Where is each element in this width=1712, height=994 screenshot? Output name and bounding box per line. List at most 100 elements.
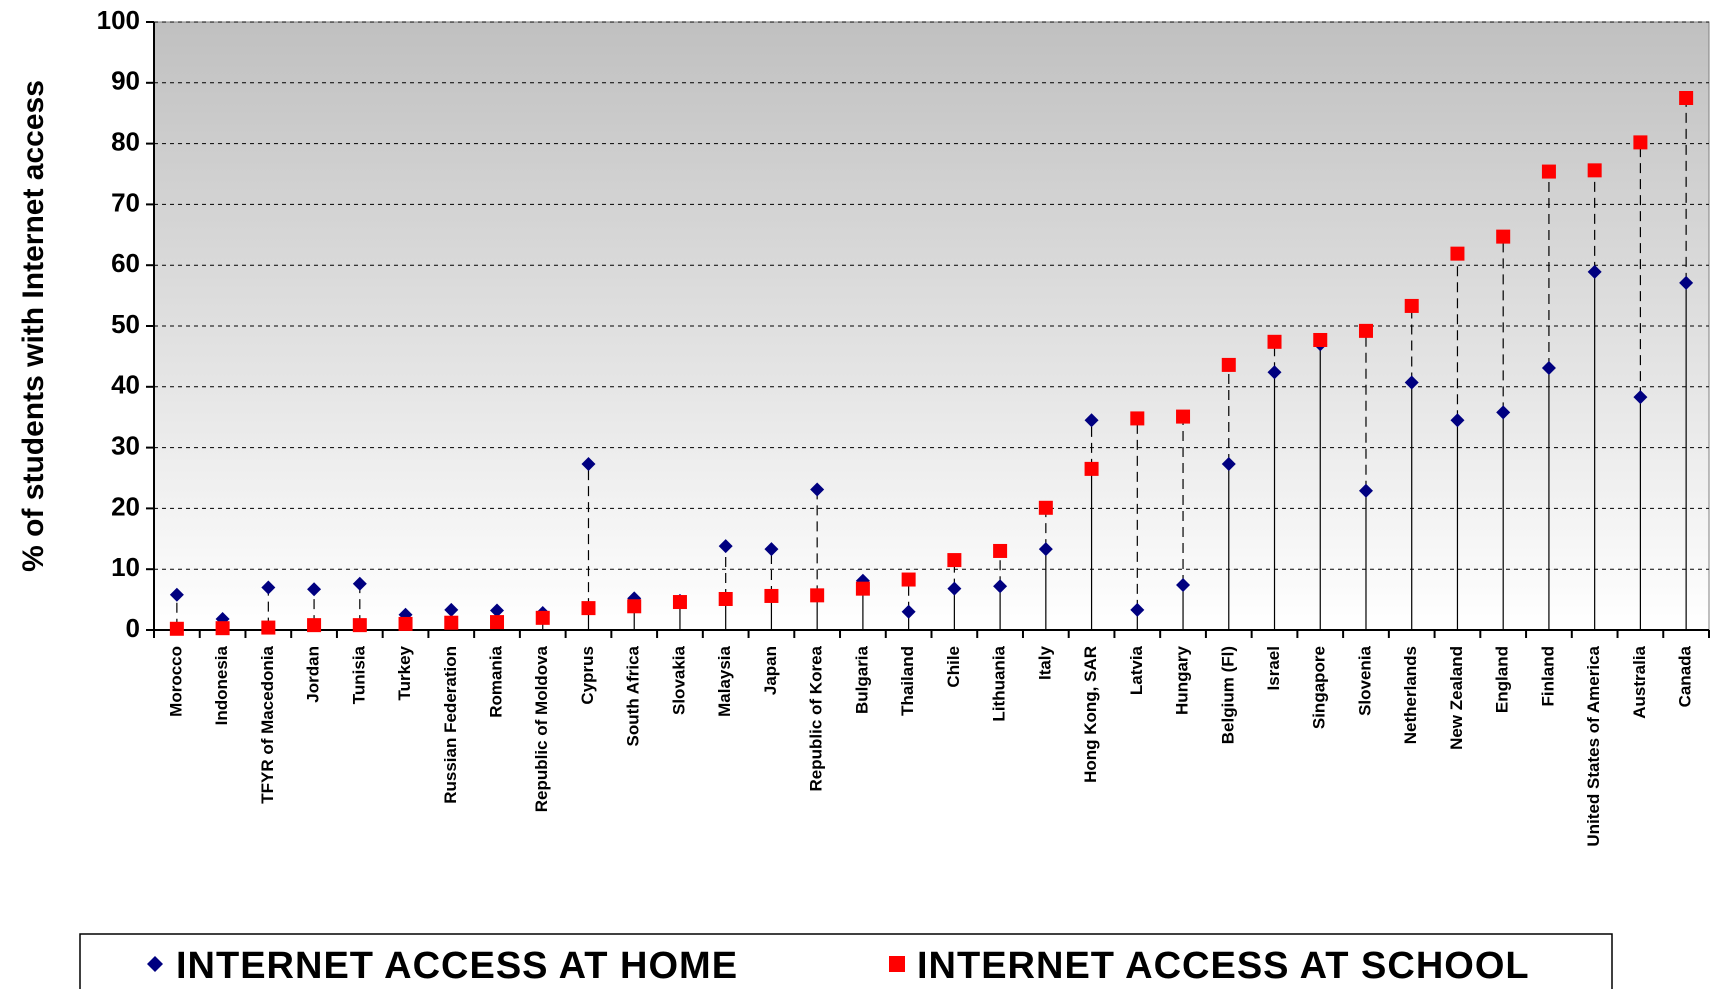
x-tick-label: Singapore [1310, 646, 1329, 729]
x-tick-label: Bulgaria [852, 645, 871, 714]
school-point [947, 553, 962, 568]
x-tick-label: Slovenia [1355, 645, 1374, 715]
x-tick-label: Belgium (Fl) [1218, 646, 1237, 744]
home-point [1404, 375, 1419, 390]
school-point [855, 581, 870, 596]
school-point [1496, 229, 1511, 244]
y-tick-label: 60 [111, 248, 140, 278]
x-tick-label: Turkey [395, 645, 414, 700]
legend-school-label: INTERNET ACCESS AT SCHOOL [917, 945, 1530, 987]
home-point [1038, 542, 1053, 557]
school-point [1404, 298, 1419, 313]
x-tick-label: Chile [944, 646, 963, 688]
x-tick-label: Canada [1676, 645, 1695, 707]
legend-home-label: INTERNET ACCESS AT HOME [176, 945, 738, 987]
x-tick-label: Lithuania [990, 645, 1009, 721]
legend-box [79, 933, 1613, 994]
school-point [1587, 163, 1602, 178]
home-point [1496, 405, 1511, 420]
y-tick-label: 0 [126, 613, 140, 643]
home-point [764, 542, 779, 557]
school-point [901, 572, 916, 587]
x-tick-label: Japan [761, 646, 780, 695]
x-tick-label: Italy [1035, 645, 1054, 680]
x-tick-label: Hungary [1173, 645, 1192, 715]
school-point [1313, 332, 1328, 347]
school-point [1541, 164, 1556, 179]
school-point [764, 588, 779, 603]
home-point [1633, 390, 1648, 405]
y-tick-label: 30 [111, 430, 140, 460]
y-tick-label: 10 [111, 552, 140, 582]
school-point [1221, 357, 1236, 372]
home-point [1267, 365, 1282, 380]
home-point [810, 482, 825, 497]
home-point [1541, 360, 1556, 375]
x-tick-label: Israel [1264, 646, 1283, 690]
school-point [1176, 409, 1191, 424]
home-point [993, 579, 1008, 594]
home-point [718, 539, 733, 554]
school-point [398, 616, 413, 631]
y-axis-label: % of students with Internet access [17, 80, 50, 572]
home-point [1679, 275, 1694, 290]
school-point [718, 591, 733, 606]
home-point [169, 587, 184, 602]
x-tick-label: TFYR of Macedonia [258, 645, 277, 803]
legend: INTERNET ACCESS AT HOME INTERNET ACCESS … [79, 933, 1613, 994]
home-point [261, 580, 276, 595]
x-tick-label: Latvia [1127, 645, 1146, 695]
school-point [810, 588, 825, 603]
x-tick-label: Malaysia [715, 645, 734, 716]
x-tick-label: Tunisia [349, 645, 368, 704]
y-tick-label: 40 [111, 370, 140, 400]
home-point [444, 602, 459, 617]
school-point [490, 615, 505, 630]
x-tick-label: Indonesia [212, 645, 231, 725]
school-point [1679, 91, 1694, 105]
school-point [1450, 246, 1465, 261]
x-tick-label: Jordan [304, 646, 323, 703]
home-point [901, 604, 916, 619]
school-point [444, 615, 459, 630]
y-tick-label: 100 [97, 5, 140, 35]
y-tick-label: 90 [111, 66, 140, 96]
home-point [352, 576, 367, 591]
y-tick-label: 70 [111, 187, 140, 217]
x-tick-label: England [1493, 646, 1512, 713]
school-point [672, 595, 687, 610]
school-point [1130, 411, 1145, 426]
school-point [169, 621, 184, 636]
school-point [215, 621, 230, 636]
school-point [535, 610, 550, 625]
x-tick-label: Romania [486, 645, 505, 717]
home-point [581, 457, 596, 472]
x-tick-label: Finland [1538, 646, 1557, 706]
x-tick-label: Australia [1630, 645, 1649, 718]
legend-home-marker-icon [147, 956, 163, 972]
school-point [1084, 461, 1099, 476]
home-point [1084, 413, 1099, 428]
x-tick-label: Morocco [166, 646, 185, 717]
y-tick-label: 20 [111, 491, 140, 521]
home-point [1221, 457, 1236, 472]
gridlines [154, 21, 1709, 570]
home-point [947, 581, 962, 596]
school-point [1038, 500, 1053, 515]
legend-school-marker-icon [889, 956, 905, 972]
x-tick-labels: Morocco Indonesia TFYR of Macedonia Jordan T… [153, 630, 1710, 847]
series-school-markers [169, 91, 1694, 636]
x-tick-label: Hong Kong, SAR [1081, 646, 1100, 783]
home-point [1450, 413, 1465, 428]
school-point [1633, 135, 1648, 150]
school-point [261, 620, 276, 635]
school-point [1358, 323, 1373, 338]
school-point [993, 543, 1008, 558]
school-point [581, 601, 596, 616]
school-point [627, 599, 642, 614]
x-tick-label: Slovakia [669, 645, 688, 715]
home-point [307, 582, 322, 597]
school-point [307, 618, 322, 633]
